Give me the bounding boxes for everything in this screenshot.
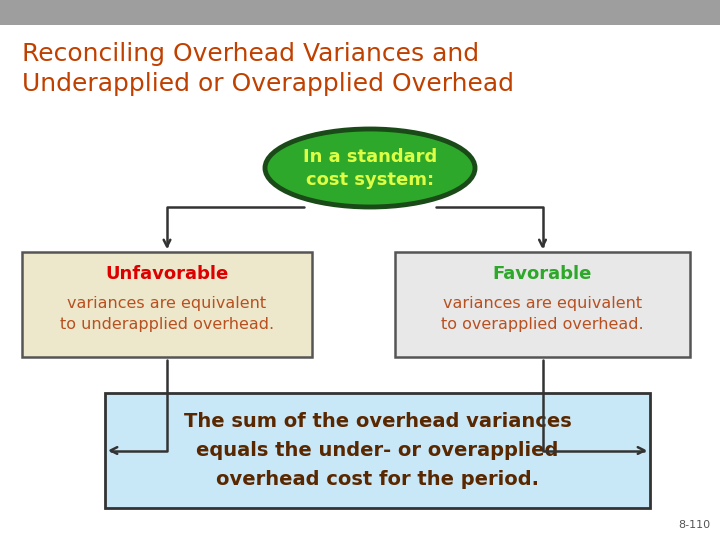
Text: Favorable: Favorable xyxy=(492,265,592,283)
Text: In a standard: In a standard xyxy=(303,148,437,166)
Text: variances are equivalent
to underapplied overhead.: variances are equivalent to underapplied… xyxy=(60,296,274,332)
Text: cost system:: cost system: xyxy=(306,171,434,189)
Text: The sum of the overhead variances
equals the under- or overapplied
overhead cost: The sum of the overhead variances equals… xyxy=(184,412,572,489)
FancyBboxPatch shape xyxy=(105,393,650,508)
Bar xyxy=(0,0,720,25)
FancyBboxPatch shape xyxy=(395,252,690,357)
Text: variances are equivalent
to overapplied overhead.: variances are equivalent to overapplied … xyxy=(441,296,644,332)
FancyBboxPatch shape xyxy=(22,252,312,357)
Text: 8-110: 8-110 xyxy=(678,520,710,530)
Text: Reconciling Overhead Variances and: Reconciling Overhead Variances and xyxy=(22,42,479,66)
Ellipse shape xyxy=(265,129,475,207)
Text: Unfavorable: Unfavorable xyxy=(105,265,229,283)
Text: Underapplied or Overapplied Overhead: Underapplied or Overapplied Overhead xyxy=(22,72,514,96)
